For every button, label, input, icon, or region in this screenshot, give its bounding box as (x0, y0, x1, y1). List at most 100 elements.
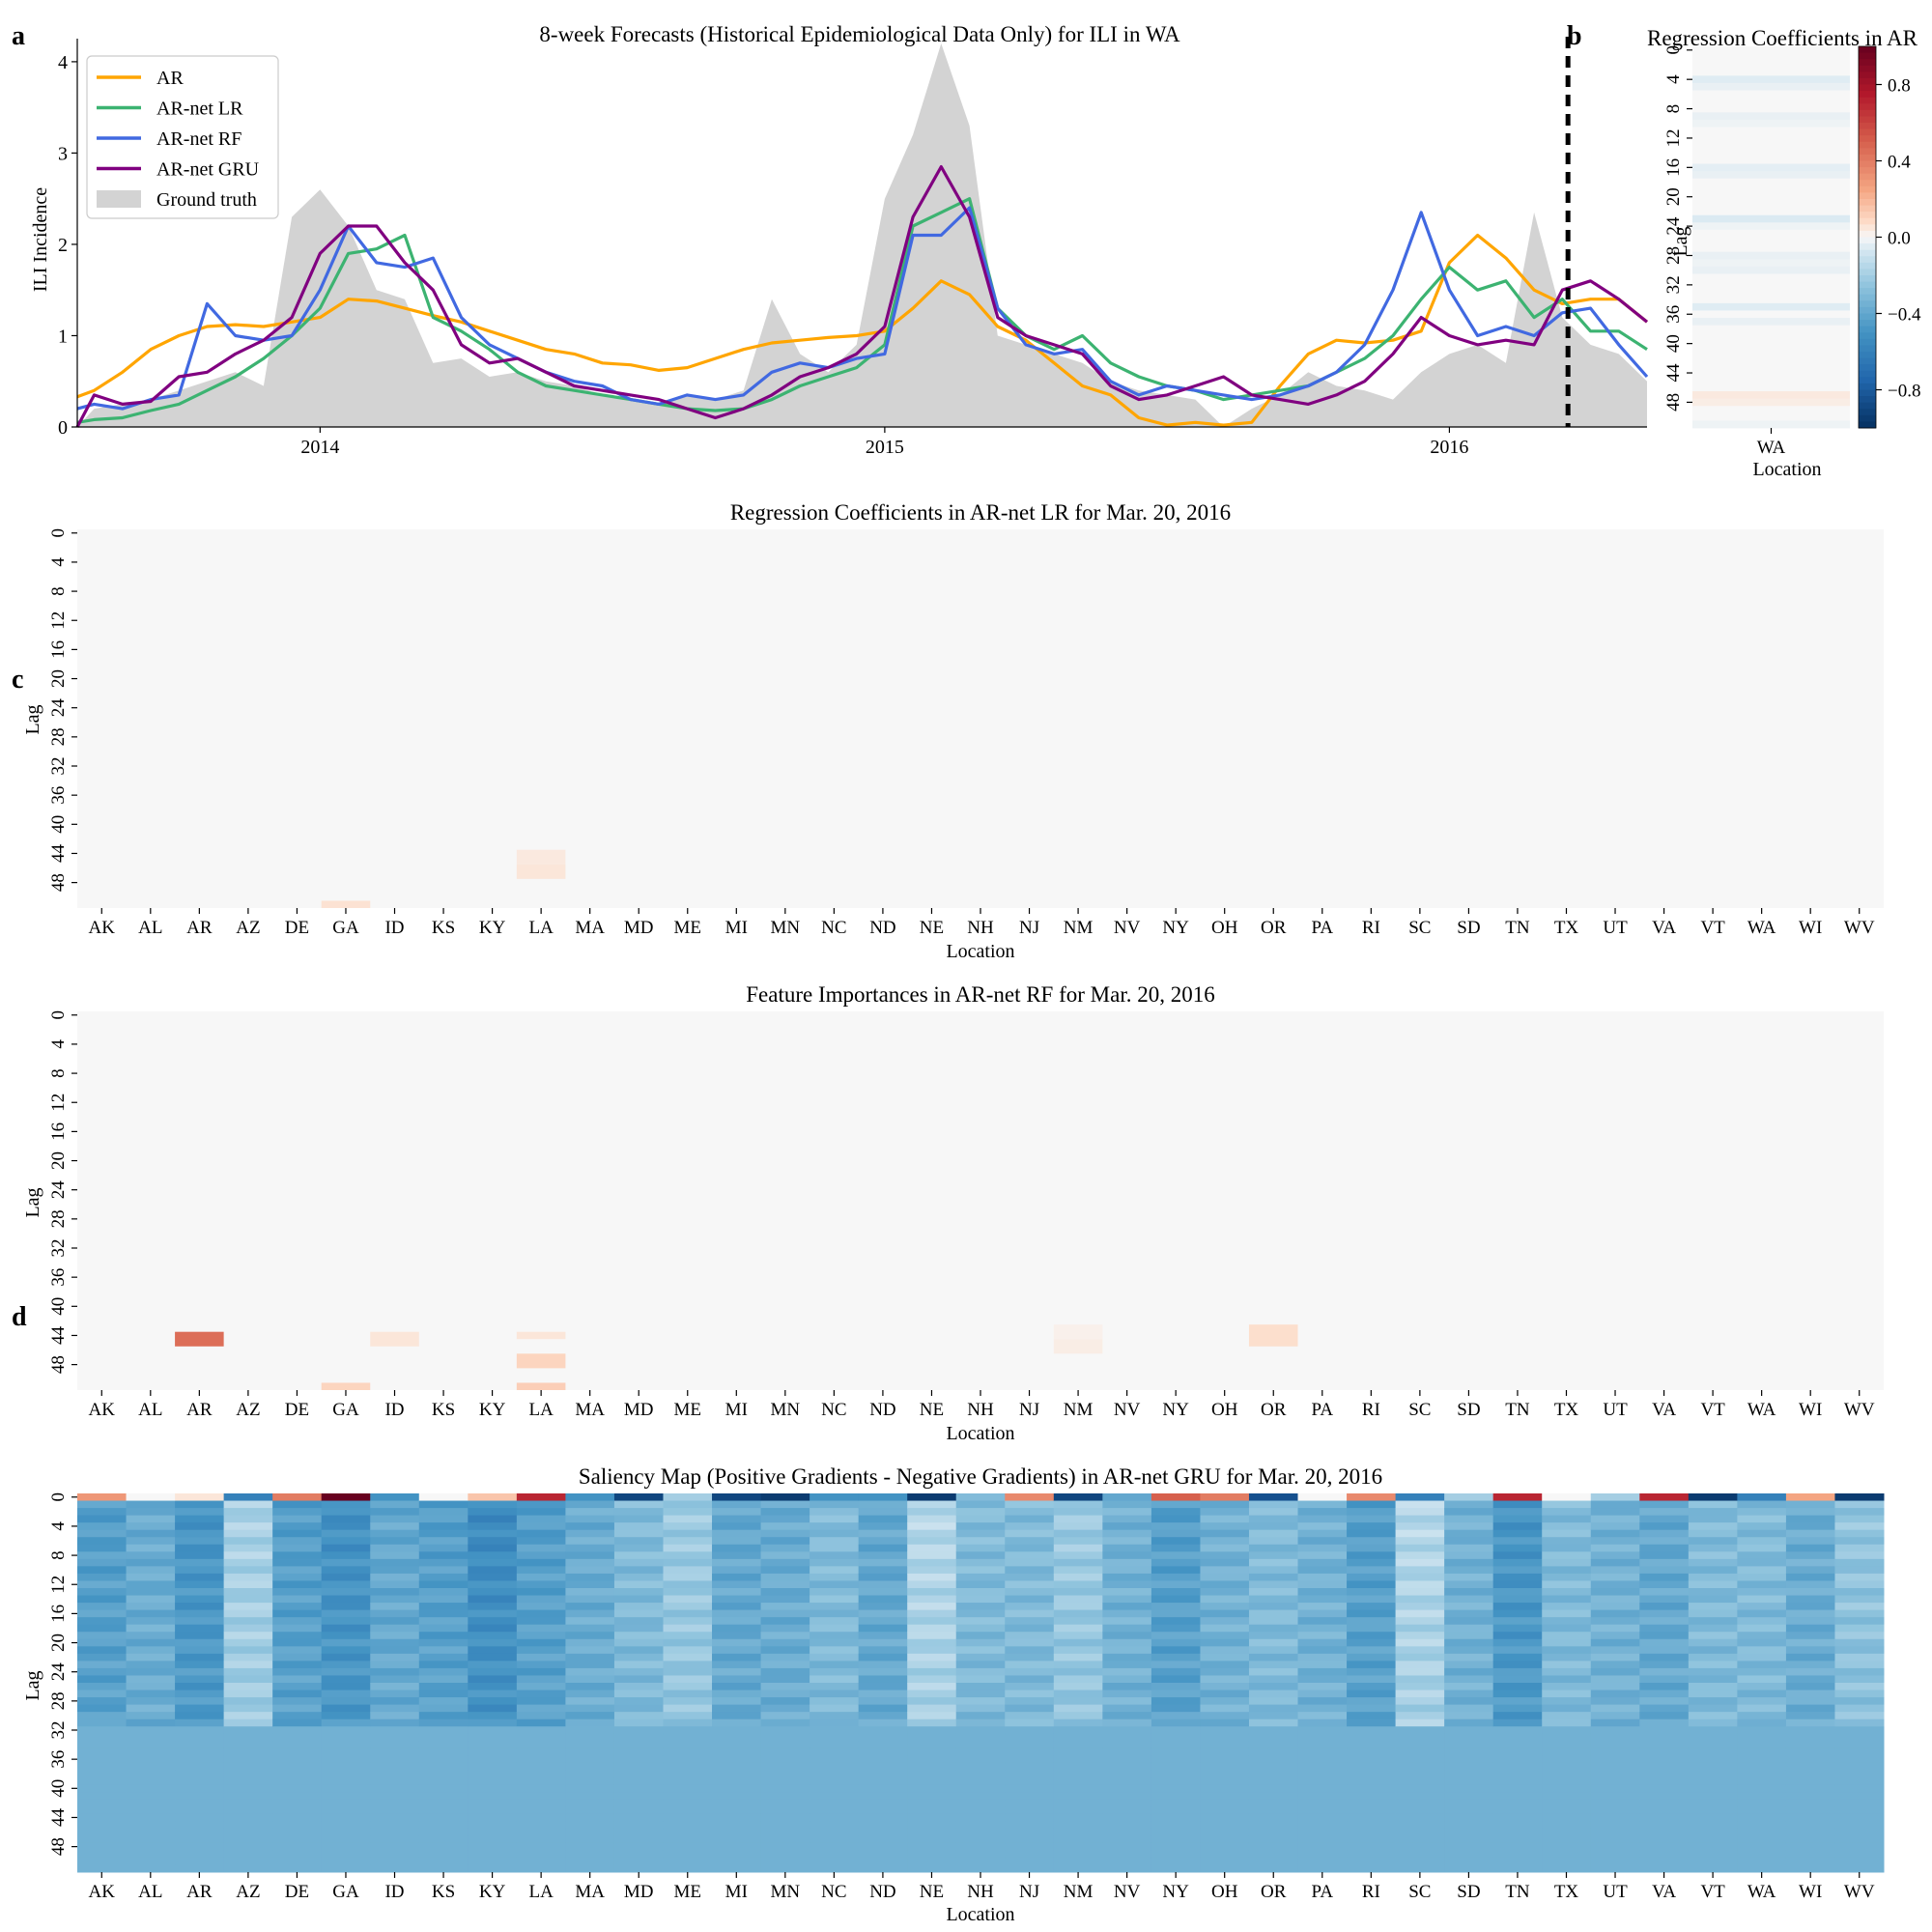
heatmap-cell (1444, 1799, 1494, 1807)
heatmap-cell (1395, 1500, 1445, 1509)
heatmap-cell (1444, 1566, 1494, 1575)
heatmap-cell (223, 1784, 273, 1793)
heatmap-cell (516, 1588, 566, 1597)
heatmap-cell (1200, 1770, 1250, 1778)
heatmap-cell (1395, 1595, 1445, 1604)
heatmap-cell (1688, 1755, 1738, 1764)
heatmap-cell (907, 1500, 957, 1509)
heatmap-cell (1639, 1617, 1690, 1626)
heatmap-cell (1053, 1712, 1103, 1720)
heatmap-cell (516, 1675, 566, 1684)
heatmap-cell (1347, 1857, 1397, 1865)
x-tick-label: VT (1700, 918, 1725, 938)
y-tick-label: 44 (48, 1325, 69, 1345)
heatmap-cell (1151, 1573, 1201, 1581)
heatmap-cell (370, 1777, 420, 1786)
heatmap-cell (321, 1726, 371, 1735)
x-tick-label: TN (1505, 1882, 1530, 1902)
heatmap-cell (858, 1850, 908, 1859)
heatmap-cell (1102, 1726, 1152, 1735)
heatmap-cell (1005, 1792, 1055, 1801)
heatmap-cell (1542, 1566, 1592, 1575)
heatmap-cell (712, 1646, 762, 1655)
heatmap-cell (516, 1573, 566, 1581)
heatmap-cell (1151, 1719, 1201, 1727)
heatmap-cell (1248, 1551, 1299, 1560)
heatmap-cell (126, 1588, 176, 1597)
heatmap-cell (1688, 1580, 1738, 1589)
heatmap-cell (1248, 1864, 1299, 1873)
heatmap-cell (955, 1573, 1006, 1581)
x-tick-label: NH (967, 1882, 994, 1902)
heatmap-cell (1347, 1515, 1397, 1523)
heatmap-cell (223, 1719, 273, 1727)
heatmap-cell (223, 1792, 273, 1801)
heatmap-cell (858, 1747, 908, 1756)
heatmap-cell (810, 1726, 860, 1735)
heatmap-cell (613, 1755, 664, 1764)
heatmap-cell (1542, 1683, 1592, 1691)
heatmap-cell (1248, 1609, 1299, 1618)
heatmap-cell (810, 1762, 860, 1771)
heatmap-cell (321, 1719, 371, 1727)
heatmap-cell (223, 1595, 273, 1604)
heatmap-cell (1785, 1683, 1835, 1691)
heatmap-cell (1395, 1508, 1445, 1517)
heatmap-cell (565, 1719, 615, 1727)
heatmap-cell (760, 1566, 810, 1575)
heatmap-cell (1102, 1777, 1152, 1786)
heatmap-cell (1834, 1493, 1885, 1502)
x-tick-label: NJ (1019, 918, 1039, 938)
heatmap-cell (810, 1558, 860, 1567)
heatmap-cell (1688, 1500, 1738, 1509)
heatmap-cell (663, 1537, 713, 1546)
heatmap-cell (1200, 1712, 1250, 1720)
heatmap-cell (468, 1661, 518, 1669)
x-tick-label: WA (1747, 1400, 1776, 1420)
heatmap-cell (468, 1683, 518, 1691)
heatmap-cell (955, 1603, 1006, 1611)
heatmap-cell (175, 1704, 225, 1713)
heatmap-cell (1347, 1850, 1397, 1859)
heatmap-cell (1200, 1835, 1250, 1844)
heatmap-cell (1688, 1850, 1738, 1859)
heatmap-cell (1444, 1500, 1494, 1509)
heatmap-cell (1785, 1857, 1835, 1865)
heatmap-cell (858, 1704, 908, 1713)
heatmap-cell (1347, 1653, 1397, 1662)
heatmap-cell (1737, 1537, 1787, 1546)
heatmap-cell (1297, 1755, 1348, 1764)
heatmap-cell (858, 1588, 908, 1597)
heatmap-cell (565, 1529, 615, 1538)
heatmap-cell (1542, 1624, 1592, 1633)
heatmap-cell (126, 1515, 176, 1523)
heatmap-cell (175, 1493, 225, 1502)
heatmap-cell (370, 1821, 420, 1830)
heatmap-cell (663, 1544, 713, 1552)
y-tick-label: 24 (48, 1662, 69, 1682)
heatmap-cell (1248, 1799, 1299, 1807)
heatmap-cell (858, 1529, 908, 1538)
heatmap-cell (1444, 1529, 1494, 1538)
heatmap-cell (370, 1603, 420, 1611)
heatmap-cell (1053, 1638, 1103, 1647)
heatmap-cell (468, 1493, 518, 1502)
heatmap-cell (663, 1638, 713, 1647)
heatmap-cell (418, 1799, 469, 1807)
heatmap-cell (468, 1799, 518, 1807)
heatmap-cell (1102, 1609, 1152, 1618)
y-tick-label: 20 (48, 1151, 69, 1170)
heatmap-cell (516, 1632, 566, 1640)
colorbar-segment (1859, 128, 1876, 136)
heatmap-cell (1692, 412, 1850, 421)
heatmap-cell (1492, 1835, 1543, 1844)
heatmap-cell (760, 1667, 810, 1676)
heatmap-cell (321, 1835, 371, 1844)
heatmap-cell (1590, 1661, 1640, 1669)
heatmap-cell (1200, 1566, 1250, 1575)
heatmap-cell (1737, 1842, 1787, 1851)
heatmap-cell (1542, 1617, 1592, 1626)
heatmap-cell (1395, 1777, 1445, 1786)
heatmap-cell (126, 1697, 176, 1706)
heatmap-cell (272, 1580, 323, 1589)
